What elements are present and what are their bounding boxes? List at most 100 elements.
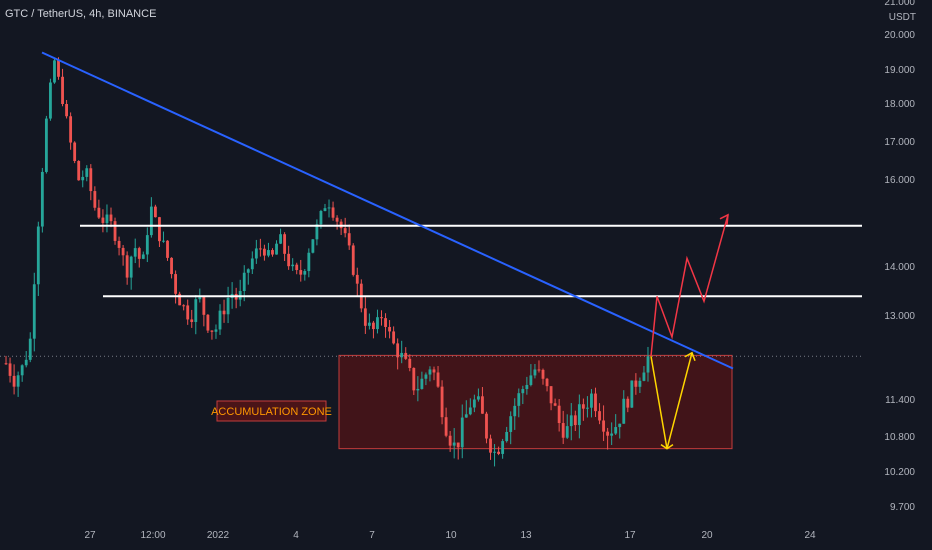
candle-body [468, 407, 472, 415]
price-tick-label: 11.400 [885, 395, 915, 406]
candle-body [481, 396, 484, 414]
candle-body [452, 442, 456, 446]
candle-body [456, 442, 460, 448]
price-axis[interactable]: 21.000 20.000 19.000 18.000 17.000 16.000 14.0… [862, 0, 932, 550]
candle-body [448, 435, 452, 446]
candle-body [642, 372, 646, 381]
trendline[interactable] [41, 51, 734, 370]
price-axis-bg [862, 0, 932, 550]
candle-body [20, 365, 24, 376]
candle-body [521, 389, 525, 394]
candle-body [598, 411, 601, 421]
candle-body [246, 269, 250, 273]
candle-body [12, 375, 16, 387]
candle-body [133, 248, 137, 257]
candle-body [622, 398, 626, 424]
candle-body [323, 208, 327, 212]
candle-body [279, 234, 282, 244]
candle-body [174, 274, 178, 294]
candle-body [380, 317, 383, 319]
candle-body [420, 378, 424, 389]
price-tick-label: 21.000 [884, 0, 915, 8]
candle-body [577, 404, 581, 426]
candle-body [303, 271, 307, 275]
candle-body [254, 248, 258, 259]
candle-body [69, 116, 73, 143]
candle-body [416, 388, 420, 391]
time-tick-label: 13 [520, 530, 532, 541]
candle-body [258, 248, 262, 250]
projection-arrowhead-yellow-down [660, 444, 674, 450]
candle-body [190, 319, 194, 322]
time-tick-label: 2022 [207, 530, 230, 541]
candle-body [436, 372, 440, 387]
candle-body [194, 299, 198, 322]
candle-body [121, 247, 125, 256]
price-tick-label: 10.200 [884, 467, 915, 478]
candle-body [113, 221, 117, 241]
candle-body [8, 363, 12, 376]
time-axis[interactable]: 27 12:00 2022 4 7 10 13 17 20 24 [84, 530, 816, 541]
candle-body [287, 253, 291, 267]
candle-body [610, 433, 614, 436]
candle-body [222, 310, 226, 315]
candle-body [347, 233, 351, 246]
candle-body [392, 331, 396, 344]
candle-body [485, 413, 488, 439]
candle-body [327, 207, 331, 209]
candle-body [49, 82, 52, 119]
candle-body [569, 415, 573, 427]
candle-body [218, 310, 222, 330]
candle-body [553, 403, 557, 406]
candle-body [170, 257, 173, 275]
candle-body [263, 248, 266, 256]
candle-body [307, 252, 311, 272]
projection-path-red [650, 214, 729, 357]
candle-body [638, 380, 642, 387]
candle-body [117, 240, 121, 248]
candle-body [44, 118, 48, 172]
time-tick-label: 24 [804, 530, 816, 541]
candle-body [404, 352, 408, 359]
time-tick-label: 17 [624, 530, 636, 541]
candle-body [319, 211, 323, 225]
candle-body [573, 415, 577, 426]
candle-body [525, 384, 529, 390]
candle-body [53, 60, 56, 83]
candle-body [73, 142, 77, 161]
candle-body [533, 369, 537, 376]
projection-arrows[interactable] [650, 213, 729, 450]
price-tick-label: 16.000 [884, 175, 915, 186]
candle-body [105, 214, 109, 223]
candle-body [529, 375, 533, 385]
candle-body [561, 423, 565, 438]
candle-body [367, 322, 371, 326]
candle-body [590, 393, 593, 408]
price-tick-label: 10.800 [884, 432, 915, 443]
candle-body [311, 239, 315, 253]
candle-body [271, 250, 274, 255]
price-tick-label: 9.700 [890, 502, 915, 513]
candle-body [40, 171, 44, 227]
candle-body [295, 264, 299, 271]
candle-body [198, 296, 202, 300]
time-tick-label: 20 [701, 530, 713, 541]
zone-label: ACCUMULATION ZONE [211, 406, 332, 418]
candle-body [432, 369, 436, 373]
price-tick-label: 17.000 [884, 137, 915, 148]
candle-body [137, 248, 141, 259]
candle-body [283, 234, 287, 254]
candle-body [351, 245, 355, 275]
candle-body [129, 256, 133, 278]
candle-body [388, 326, 391, 332]
candle-body [24, 359, 28, 366]
candle-body [505, 431, 509, 442]
candle-body [158, 217, 161, 242]
candle-body [464, 414, 468, 418]
candle-body [36, 226, 40, 285]
price-tick-label: 13.000 [884, 311, 915, 322]
candle-body [460, 417, 464, 448]
candle-body [355, 274, 359, 284]
